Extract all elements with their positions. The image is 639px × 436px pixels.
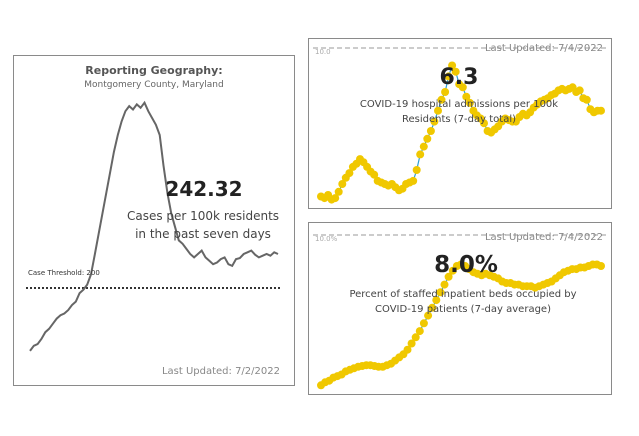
data-point (423, 134, 432, 143)
data-point (575, 86, 584, 95)
data-point (338, 180, 347, 188)
data-point (597, 262, 605, 270)
data-point (403, 345, 412, 354)
beds-description: Percent of staffed inpatient beds occupi… (349, 289, 577, 315)
data-point (416, 150, 425, 159)
data-point (436, 288, 445, 297)
data-point (370, 170, 379, 179)
hospital-description: COVID-19 hospital admissions per 100k Re… (359, 99, 559, 125)
data-point (462, 92, 471, 101)
data-point (345, 169, 354, 178)
cases-chart (26, 100, 282, 352)
data-point (444, 272, 453, 281)
data-point (334, 187, 343, 196)
cases-last-updated: Last Updated: 7/2/2022 (161, 366, 280, 377)
geography-name: Montgomery County, Maryland (84, 80, 224, 90)
beds-last-updated: Last Updated: 7/4/2022 (484, 232, 603, 243)
hospital-card: 10.0 Last Updated: 7/4/2022 6.3 COVID-19… (308, 38, 612, 209)
data-point (331, 194, 340, 203)
data-point (465, 98, 474, 107)
geography-title: Reporting Geography: (85, 64, 223, 77)
data-point (419, 319, 428, 328)
data-point (441, 88, 450, 96)
beds-card: 10.0% Last Updated: 7/4/2022 8.0% Percen… (308, 222, 612, 395)
data-point (430, 117, 439, 126)
data-point (432, 296, 441, 305)
hospital-value: 6.3 (439, 65, 479, 90)
data-point (597, 106, 605, 115)
data-point (434, 106, 442, 115)
data-point (458, 83, 467, 92)
data-point (448, 61, 457, 70)
beds-value: 8.0% (434, 252, 498, 278)
cases-series-line (29, 100, 279, 352)
data-point (409, 176, 418, 185)
cases-description: Cases per 100k residents in the past sev… (126, 209, 280, 241)
data-point (411, 333, 420, 342)
data-point (426, 127, 435, 135)
data-point (419, 142, 428, 151)
data-point (412, 166, 421, 174)
data-point (437, 95, 446, 104)
data-point (407, 339, 416, 348)
data-point (428, 303, 437, 312)
data-point (451, 67, 460, 76)
beds-reference-label: 10.0% (315, 235, 338, 243)
data-point (444, 72, 453, 81)
data-point (440, 280, 449, 289)
cases-card: Reporting Geography: Montgomery County, … (13, 55, 295, 386)
case-threshold-label: Case Threshold: 200 (28, 269, 100, 277)
hospital-last-updated: Last Updated: 7/4/2022 (484, 43, 603, 54)
data-point (424, 311, 433, 320)
hospital-reference-label: 10.0 (315, 48, 331, 56)
data-point (415, 327, 424, 336)
data-point (480, 119, 488, 128)
cases-value: 242.32 (165, 177, 243, 201)
data-point (582, 95, 591, 104)
hospital-chart (313, 47, 607, 204)
beds-chart (313, 234, 607, 390)
